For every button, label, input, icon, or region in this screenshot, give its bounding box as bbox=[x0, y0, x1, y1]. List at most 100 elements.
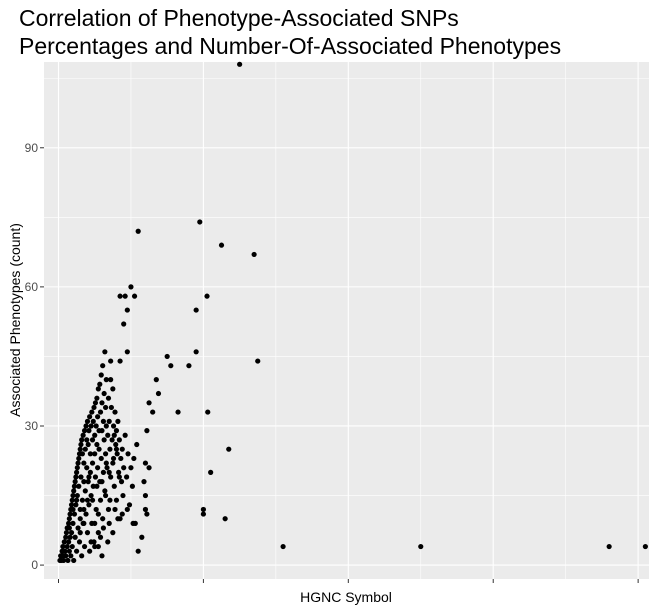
data-point bbox=[95, 543, 101, 550]
data-point bbox=[120, 492, 126, 499]
data-point bbox=[67, 534, 73, 540]
data-point bbox=[66, 520, 72, 526]
data-point bbox=[186, 363, 192, 369]
data-point bbox=[116, 474, 122, 480]
data-point bbox=[60, 543, 66, 550]
data-point bbox=[251, 251, 257, 258]
data-point bbox=[63, 530, 70, 536]
data-points bbox=[57, 61, 648, 564]
data-point bbox=[76, 539, 83, 545]
data-point bbox=[78, 474, 84, 480]
data-point bbox=[88, 539, 94, 545]
data-point bbox=[107, 497, 113, 503]
data-point bbox=[142, 460, 149, 466]
data-point bbox=[130, 520, 136, 526]
data-point bbox=[95, 511, 101, 517]
data-point bbox=[94, 395, 100, 401]
data-point bbox=[122, 293, 128, 299]
data-point bbox=[142, 506, 149, 513]
data-point bbox=[69, 497, 75, 503]
data-point bbox=[200, 511, 207, 517]
data-point bbox=[84, 418, 91, 424]
data-point bbox=[97, 409, 104, 415]
data-point bbox=[114, 451, 120, 457]
data-point bbox=[70, 492, 76, 499]
data-point bbox=[103, 377, 109, 383]
data-point bbox=[86, 474, 92, 480]
data-point bbox=[208, 469, 214, 475]
data-point bbox=[110, 530, 116, 536]
data-point bbox=[102, 404, 109, 411]
data-point bbox=[109, 437, 115, 443]
data-point bbox=[255, 358, 261, 364]
data-point bbox=[74, 548, 80, 554]
data-point bbox=[134, 441, 140, 448]
data-point bbox=[90, 483, 96, 489]
data-point bbox=[86, 502, 92, 508]
data-point bbox=[104, 465, 110, 471]
data-point bbox=[144, 511, 150, 517]
data-point bbox=[98, 372, 104, 378]
data-point bbox=[108, 358, 114, 364]
data-point bbox=[105, 539, 111, 545]
data-point bbox=[85, 479, 91, 485]
data-point bbox=[97, 534, 104, 540]
data-point bbox=[105, 432, 111, 438]
data-point bbox=[153, 377, 159, 383]
data-point bbox=[144, 428, 150, 434]
data-point bbox=[117, 358, 123, 364]
data-point bbox=[95, 530, 101, 536]
data-point bbox=[204, 293, 210, 299]
data-point bbox=[69, 543, 75, 550]
y-axis-ticks: 0 30 60 90 bbox=[25, 141, 44, 572]
data-point bbox=[68, 530, 75, 536]
data-point bbox=[146, 465, 152, 471]
data-point bbox=[97, 381, 103, 387]
data-point bbox=[65, 557, 71, 564]
data-point bbox=[70, 506, 76, 513]
data-point bbox=[115, 516, 121, 522]
data-point bbox=[95, 465, 101, 471]
data-point bbox=[131, 293, 138, 299]
data-point bbox=[92, 451, 98, 457]
data-point bbox=[205, 409, 211, 415]
data-point bbox=[90, 418, 96, 424]
data-point bbox=[135, 548, 141, 554]
data-point bbox=[92, 432, 98, 438]
y-tick-label: 60 bbox=[25, 280, 39, 294]
data-point bbox=[117, 293, 123, 299]
data-point bbox=[73, 474, 79, 480]
data-point bbox=[606, 543, 612, 550]
data-point bbox=[68, 502, 75, 508]
data-point bbox=[92, 543, 98, 550]
data-point bbox=[175, 409, 181, 415]
data-point bbox=[83, 423, 89, 429]
data-point bbox=[91, 404, 97, 411]
data-point bbox=[146, 400, 152, 406]
data-point bbox=[226, 446, 232, 452]
data-point bbox=[101, 390, 107, 397]
data-point bbox=[142, 492, 149, 499]
data-point bbox=[128, 465, 134, 471]
data-point bbox=[81, 479, 87, 485]
data-point bbox=[98, 455, 104, 462]
data-point bbox=[139, 534, 145, 540]
data-point bbox=[95, 414, 101, 420]
data-point bbox=[85, 441, 91, 448]
data-point bbox=[92, 474, 99, 480]
data-point bbox=[81, 520, 87, 526]
data-point bbox=[80, 432, 86, 438]
data-point bbox=[128, 284, 134, 290]
data-point bbox=[105, 506, 112, 513]
data-point bbox=[79, 451, 86, 457]
data-point bbox=[81, 460, 87, 466]
data-point bbox=[79, 497, 86, 503]
data-point bbox=[89, 409, 95, 415]
data-point bbox=[108, 404, 114, 411]
data-point bbox=[99, 479, 105, 485]
data-point bbox=[119, 446, 125, 452]
data-point bbox=[168, 363, 174, 369]
data-point bbox=[105, 395, 112, 401]
data-point bbox=[141, 479, 147, 485]
data-point bbox=[71, 557, 77, 564]
